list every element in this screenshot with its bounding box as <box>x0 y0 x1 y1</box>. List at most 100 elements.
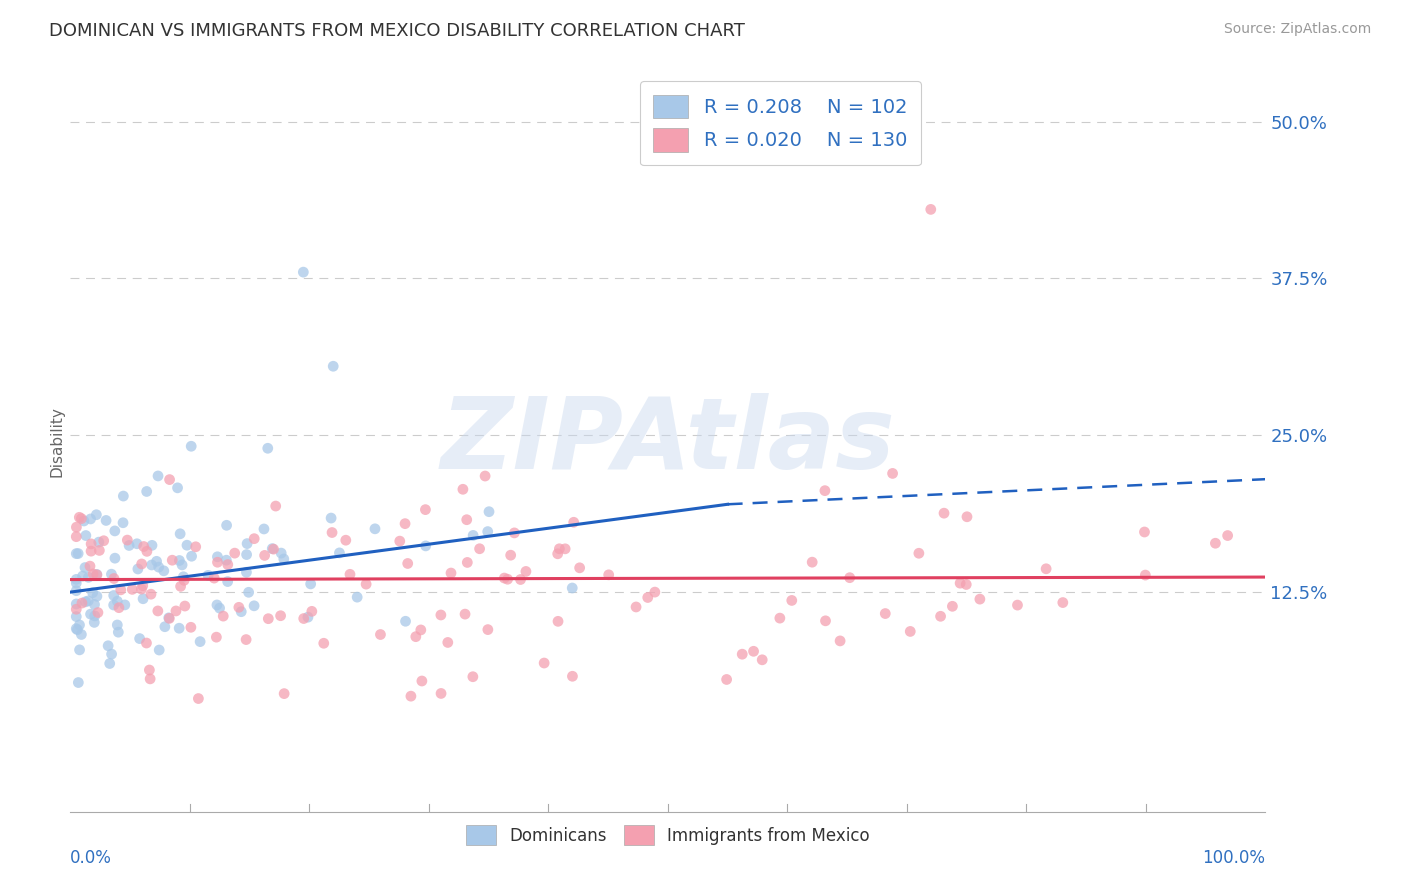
Point <box>547 615 569 629</box>
Point <box>105 594 128 608</box>
Point <box>65 573 87 587</box>
Point <box>65 530 87 544</box>
Point <box>235 548 257 562</box>
Point <box>83 615 105 630</box>
Point <box>86 567 108 582</box>
Point <box>224 546 246 560</box>
Point <box>80 544 103 558</box>
Point <box>86 567 108 582</box>
Point <box>89 543 111 558</box>
Point <box>217 574 239 589</box>
Point <box>477 524 499 539</box>
Point <box>941 599 963 614</box>
Point <box>561 669 583 683</box>
Point <box>301 604 323 618</box>
Point <box>256 442 278 456</box>
Point <box>415 539 437 553</box>
Point <box>169 579 191 593</box>
Point <box>801 555 824 569</box>
Point <box>731 647 754 661</box>
Point <box>104 551 127 566</box>
Point <box>716 673 738 687</box>
Point <box>478 505 501 519</box>
Point <box>146 469 169 483</box>
Legend: Dominicans, Immigrants from Mexico: Dominicans, Immigrants from Mexico <box>456 815 880 855</box>
Point <box>533 656 555 670</box>
Point <box>394 516 416 531</box>
Point <box>67 547 90 561</box>
Point <box>187 691 209 706</box>
Point <box>65 609 87 624</box>
Point <box>97 639 120 653</box>
Point <box>955 577 977 591</box>
Point <box>172 570 194 584</box>
Point <box>104 524 127 538</box>
Point <box>65 583 87 598</box>
Point <box>107 625 129 640</box>
Point <box>235 632 257 647</box>
Point <box>644 585 666 599</box>
Point <box>394 614 416 628</box>
Point <box>270 546 292 560</box>
Point <box>436 635 458 649</box>
Point <box>83 598 105 612</box>
Point <box>243 532 266 546</box>
Point <box>157 611 180 625</box>
Point <box>637 591 659 605</box>
Point <box>207 549 229 564</box>
Point <box>105 618 128 632</box>
Point <box>769 611 792 625</box>
Point <box>103 589 125 603</box>
Point <box>270 608 292 623</box>
Point <box>70 511 93 525</box>
Point <box>79 607 101 621</box>
Point <box>463 528 485 542</box>
Point <box>415 502 437 516</box>
Point <box>73 560 96 574</box>
Point <box>1007 598 1029 612</box>
Point <box>1216 528 1239 542</box>
Point <box>148 643 170 657</box>
Point <box>1035 562 1057 576</box>
Text: ZIPAtlas: ZIPAtlas <box>440 393 896 490</box>
Point <box>100 567 122 582</box>
Point <box>180 439 202 453</box>
Point <box>180 620 202 634</box>
Point <box>335 533 357 548</box>
Point <box>169 553 191 567</box>
Point <box>346 590 368 604</box>
Point <box>474 469 496 483</box>
Point <box>205 630 228 644</box>
Point <box>451 483 474 497</box>
Point <box>65 602 87 616</box>
Point <box>172 558 194 572</box>
Point <box>215 518 238 533</box>
Point <box>87 535 110 549</box>
Point <box>1204 536 1226 550</box>
Point <box>262 541 284 556</box>
Point <box>253 522 276 536</box>
Point <box>742 644 765 658</box>
Point <box>409 623 432 637</box>
Point <box>207 555 229 569</box>
Point <box>292 265 315 279</box>
Point <box>598 567 620 582</box>
Point <box>898 624 921 639</box>
Point <box>112 489 135 503</box>
Point <box>141 538 163 552</box>
Point <box>65 576 87 591</box>
Point <box>180 549 202 564</box>
Text: 100.0%: 100.0% <box>1202 849 1265 867</box>
Point <box>86 589 108 603</box>
Point <box>875 607 897 621</box>
Y-axis label: Disability: Disability <box>49 406 65 477</box>
Point <box>1135 568 1157 582</box>
Point <box>145 554 167 568</box>
Point <box>273 687 295 701</box>
Point <box>94 513 117 527</box>
Point <box>139 587 162 601</box>
Point <box>135 484 157 499</box>
Point <box>509 573 531 587</box>
Point <box>80 537 103 551</box>
Point <box>121 582 143 597</box>
